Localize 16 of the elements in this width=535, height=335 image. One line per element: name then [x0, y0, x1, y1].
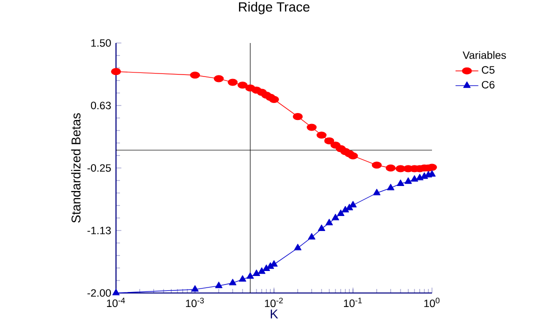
y-tick-label: -0.25: [87, 164, 111, 172]
legend-label: C5: [482, 66, 494, 74]
y-tick-label: 1.50: [91, 39, 111, 47]
x-tick-label: 10$^{-1}$: [344, 298, 362, 308]
x-axis-title: K: [270, 310, 278, 318]
x-tick-label: 10$^{0}$: [424, 298, 440, 308]
x-tick-label: 10$^{-4}$: [106, 298, 125, 308]
y-tick-label: -2.00: [87, 289, 111, 297]
chart-title: Ridge Trace: [239, 2, 310, 14]
y-tick-label: -1.13: [87, 226, 111, 234]
x-tick-label: 10$^{-3}$: [186, 298, 204, 308]
x-tick-label: 10$^{-2}$: [264, 298, 283, 308]
legend-label: C6: [482, 80, 494, 88]
y-axis-title: Standardized Betas: [71, 113, 80, 223]
legend-title: Variables: [462, 51, 506, 59]
y-tick-label: 0.63: [90, 102, 111, 110]
